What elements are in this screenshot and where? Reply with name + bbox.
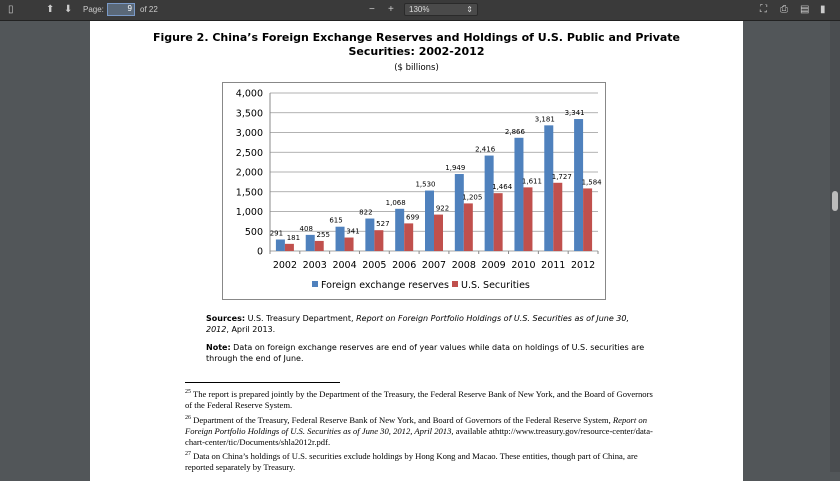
bar-us-securities bbox=[344, 237, 354, 251]
chart-frame bbox=[222, 82, 606, 300]
x-tick-label: 2004 bbox=[332, 260, 356, 271]
data-label: 1,205 bbox=[462, 193, 482, 201]
bar-reserves bbox=[365, 218, 375, 251]
data-note: Note: Data on foreign exchange reserves … bbox=[206, 343, 645, 363]
legend-label: Foreign exchange reserves bbox=[321, 280, 449, 291]
data-label: 699 bbox=[406, 213, 419, 221]
data-label: 1,727 bbox=[552, 173, 572, 181]
data-label: 822 bbox=[359, 209, 372, 217]
bar-us-securities bbox=[404, 223, 414, 251]
bar-reserves bbox=[514, 137, 524, 251]
bar-us-securities bbox=[314, 240, 324, 251]
bar-us-securities bbox=[583, 188, 593, 251]
bar-reserves bbox=[425, 190, 434, 251]
x-tick-label: 2003 bbox=[303, 260, 327, 271]
y-tick-label: 2,500 bbox=[236, 148, 263, 159]
sidebar-toggle-icon[interactable]: ▯ bbox=[8, 4, 14, 15]
x-tick-label: 2002 bbox=[273, 260, 297, 271]
y-tick-label: 1,500 bbox=[236, 187, 263, 198]
data-label: 181 bbox=[287, 234, 300, 242]
vertical-scrollbar[interactable] bbox=[830, 21, 840, 472]
data-label: 615 bbox=[329, 217, 342, 225]
fullscreen-icon[interactable]: ⛶ bbox=[760, 4, 767, 15]
data-label: 1,530 bbox=[415, 181, 435, 189]
data-label: 3,181 bbox=[535, 115, 555, 123]
bar-reserves bbox=[544, 125, 554, 251]
y-tick-label: 3,000 bbox=[236, 128, 263, 139]
y-tick-label: 500 bbox=[245, 227, 263, 238]
bar-reserves bbox=[574, 119, 584, 251]
legend-label: U.S. Securities bbox=[461, 280, 530, 291]
zoom-in-button[interactable]: + bbox=[388, 4, 394, 15]
y-tick-label: 3,500 bbox=[236, 108, 263, 119]
bar-us-securities bbox=[284, 243, 294, 251]
next-page-icon[interactable]: ⬇ bbox=[64, 4, 73, 15]
bar-us-securities bbox=[553, 182, 563, 251]
bookmark-icon[interactable]: ▮ bbox=[820, 4, 826, 15]
y-tick-label: 2,000 bbox=[236, 168, 263, 179]
x-tick-label: 2007 bbox=[422, 260, 446, 271]
pdf-page: Figure 2. China’s Foreign Exchange Reser… bbox=[90, 21, 743, 481]
page-number-input[interactable]: 9 bbox=[107, 3, 135, 16]
data-label: 1,949 bbox=[445, 164, 465, 172]
page-label: Page: bbox=[83, 5, 104, 14]
pdf-toolbar: ▯ ⬆ ⬇ Page: 9 of 22 − + 130% ⇕ ⛶ ⎙ ▤ ▮ bbox=[0, 0, 840, 21]
data-label: 1,464 bbox=[492, 183, 513, 191]
data-label: 922 bbox=[436, 205, 449, 213]
previous-page-icon[interactable]: ⬆ bbox=[46, 4, 55, 15]
bar-reserves bbox=[484, 155, 494, 251]
data-label: 2,866 bbox=[505, 128, 526, 136]
scrollbar-thumb[interactable] bbox=[832, 191, 838, 211]
bar-us-securities bbox=[434, 214, 443, 251]
footnote-26: 26 Department of the Treasury, Federal R… bbox=[185, 414, 653, 447]
data-label: 1,584 bbox=[582, 178, 603, 186]
data-label: 408 bbox=[300, 225, 313, 233]
data-label: 1,068 bbox=[386, 199, 406, 207]
x-tick-label: 2009 bbox=[482, 260, 506, 271]
legend-swatch bbox=[312, 281, 318, 287]
data-label: 2,416 bbox=[475, 146, 496, 154]
data-label: 3,341 bbox=[565, 109, 585, 117]
y-tick-label: 0 bbox=[257, 247, 263, 258]
print-icon[interactable]: ⎙ bbox=[780, 4, 788, 15]
x-tick-label: 2005 bbox=[362, 260, 386, 271]
page-total: of 22 bbox=[140, 5, 158, 14]
footnote-27: 27 Data on China’s holdings of U.S. secu… bbox=[185, 450, 638, 472]
y-tick-label: 4,000 bbox=[236, 89, 263, 100]
x-tick-label: 2006 bbox=[392, 260, 416, 271]
x-tick-label: 2010 bbox=[511, 260, 535, 271]
zoom-select[interactable]: 130% ⇕ bbox=[404, 3, 478, 16]
footnote-25: 25 The report is prepared jointly by the… bbox=[185, 388, 653, 410]
footnote-divider bbox=[185, 382, 340, 383]
bar-us-securities bbox=[374, 230, 384, 251]
figure-title-line1: Figure 2. China’s Foreign Exchange Reser… bbox=[152, 31, 681, 44]
y-tick-label: 1,000 bbox=[236, 207, 263, 218]
data-label: 527 bbox=[376, 220, 389, 228]
bar-reserves bbox=[335, 226, 345, 251]
bar-us-securities bbox=[463, 203, 473, 251]
x-tick-label: 2008 bbox=[452, 260, 476, 271]
data-label: 341 bbox=[346, 228, 359, 236]
download-icon[interactable]: ▤ bbox=[800, 4, 810, 15]
figure-title-line2: Securities: 2002-2012 bbox=[348, 45, 485, 58]
zoom-value: 130% bbox=[409, 5, 430, 14]
data-label: 1,611 bbox=[522, 177, 542, 185]
data-label: 291 bbox=[270, 230, 283, 238]
figure-units: ($ billions) bbox=[394, 63, 439, 73]
x-tick-label: 2011 bbox=[541, 260, 565, 271]
legend-swatch bbox=[452, 281, 458, 287]
data-label: 255 bbox=[317, 231, 330, 239]
bar-us-securities bbox=[493, 193, 503, 251]
zoom-out-button[interactable]: − bbox=[369, 4, 375, 15]
sources-note: Sources: U.S. Treasury Department, Repor… bbox=[206, 314, 630, 334]
bar-reserves bbox=[454, 174, 464, 251]
select-arrows-icon: ⇕ bbox=[466, 5, 473, 14]
bar-us-securities bbox=[523, 187, 533, 251]
bar-chart: 0 500 1,000 1,500 2,000 2,500 3,000 3,500 4,000 2… bbox=[222, 82, 606, 300]
bar-reserves bbox=[275, 239, 285, 251]
bar-reserves bbox=[305, 234, 315, 251]
x-tick-label: 2012 bbox=[571, 260, 595, 271]
bar-reserves bbox=[395, 208, 405, 251]
